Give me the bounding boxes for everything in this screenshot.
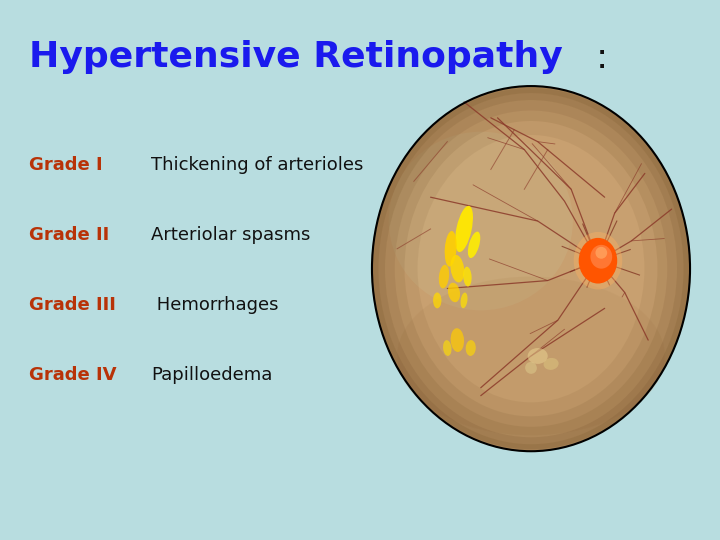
Ellipse shape [474,207,588,330]
Text: Hemorrhages: Hemorrhages [151,296,279,314]
Text: Hypertensive Retinopathy: Hypertensive Retinopathy [29,40,562,75]
Ellipse shape [397,276,665,435]
Ellipse shape [443,340,451,356]
Ellipse shape [448,283,460,302]
Ellipse shape [574,232,622,289]
Ellipse shape [595,247,607,259]
Text: Grade III: Grade III [29,296,116,314]
Ellipse shape [451,255,464,282]
Text: Grade IV: Grade IV [29,366,117,384]
Ellipse shape [451,181,611,356]
Ellipse shape [410,136,652,402]
Ellipse shape [445,231,456,267]
Text: Grade I: Grade I [29,156,102,174]
Ellipse shape [451,328,464,352]
Text: Thickening of arterioles: Thickening of arterioles [151,156,364,174]
Ellipse shape [466,340,476,356]
Ellipse shape [461,293,467,308]
Ellipse shape [429,157,633,380]
Ellipse shape [579,238,617,284]
Ellipse shape [525,362,537,374]
Text: Arteriolar spasms: Arteriolar spasms [151,226,310,244]
Text: Grade II: Grade II [29,226,109,244]
Ellipse shape [455,206,473,252]
Text: :: : [596,40,608,75]
Ellipse shape [389,132,573,310]
Text: Papilloedema: Papilloedema [151,366,273,384]
Ellipse shape [372,86,690,451]
Ellipse shape [463,267,472,287]
Ellipse shape [433,293,441,308]
Ellipse shape [438,265,449,288]
Ellipse shape [544,358,559,370]
Ellipse shape [528,348,548,364]
Ellipse shape [590,245,612,268]
Ellipse shape [468,232,480,258]
Ellipse shape [391,112,671,426]
